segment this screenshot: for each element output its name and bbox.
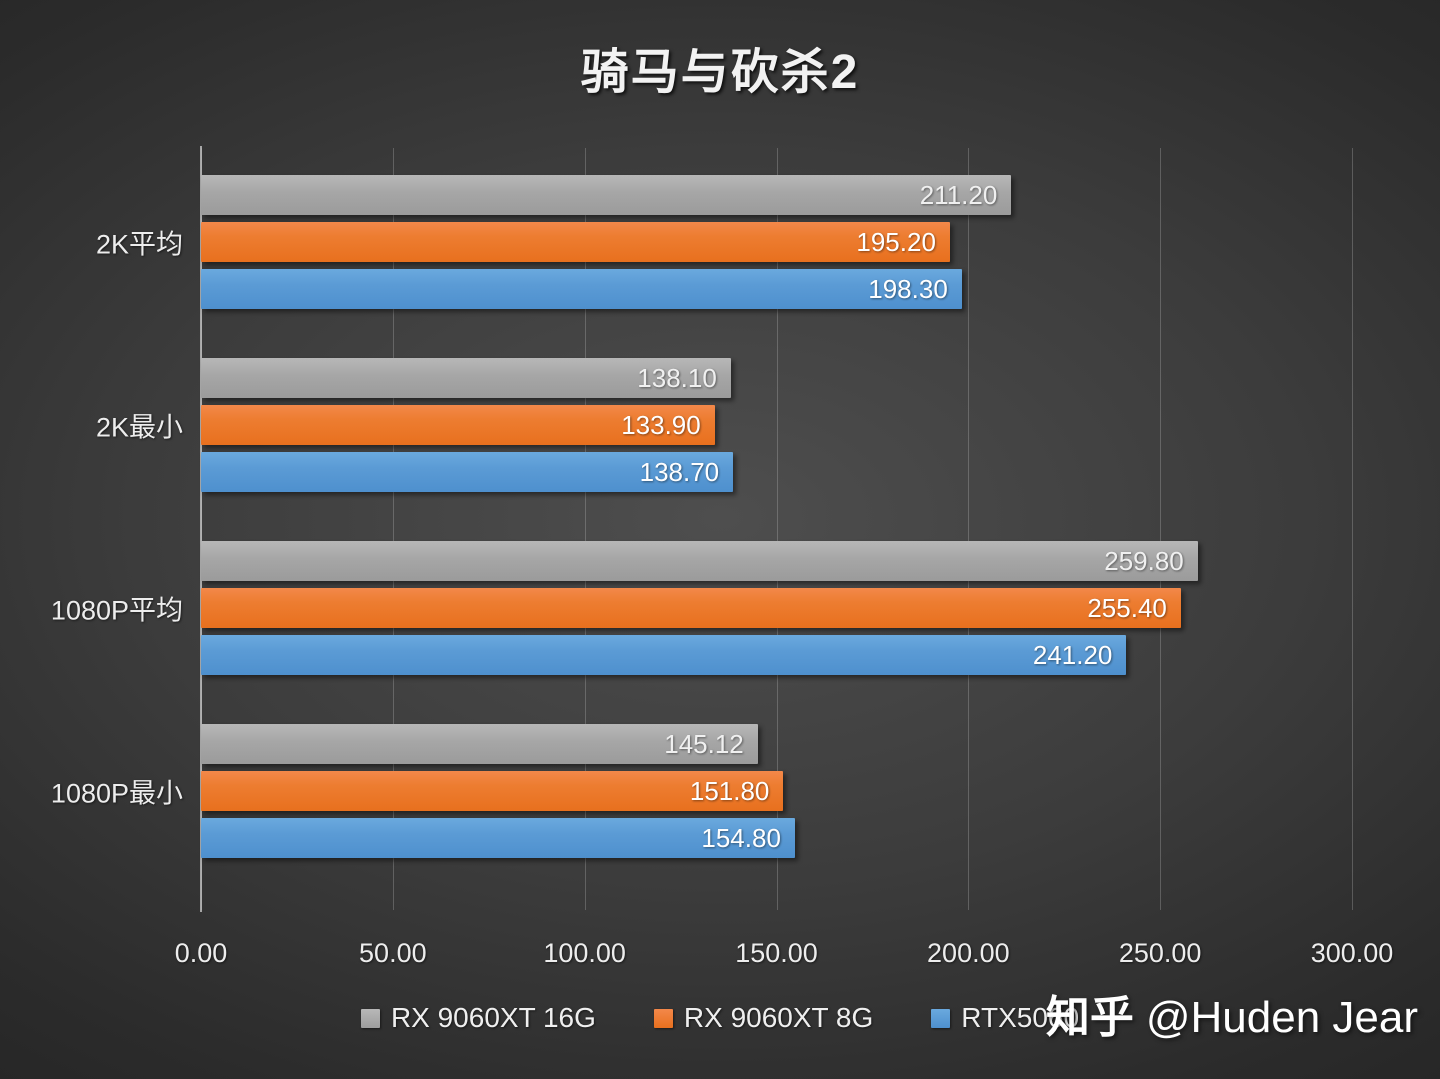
gridline [584,148,586,910]
bar-value-label: 154.80 [701,822,781,853]
bar-value-label: 145.12 [664,728,744,759]
gridline [1352,148,1353,910]
chart-legend: RX 9060XT 16G RX 9060XT 8G RTX5060 [0,1002,1440,1034]
bar: 198.30 [201,269,962,309]
plot-area [201,148,1353,910]
bar-value-label: 195.20 [856,226,936,257]
legend-item[interactable]: RTX5060 [931,1002,1079,1034]
category-label: 2K平均 [95,229,183,260]
x-axis-tick-label: 50.00 [359,938,427,968]
gridline [968,148,970,910]
bar-value-label: 133.90 [621,409,701,440]
legend-swatch-icon [360,1008,380,1028]
bar: 255.40 [201,588,1181,628]
bar: 241.20 [201,635,1127,675]
value-axis-line [200,146,202,912]
legend-item[interactable]: RX 9060XT 8G [653,1002,874,1034]
gridline [201,148,202,910]
bar-value-label: 241.20 [1032,639,1113,670]
legend-label: RX 9060XT 8G [683,1002,874,1033]
bar-value-label: 211.20 [919,179,998,210]
category-label: 1080P最小 [50,778,183,809]
legend-swatch-icon [931,1008,951,1028]
bar: 133.90 [201,405,715,445]
gridline [1160,148,1162,910]
legend-label: RTX5060 [961,1002,1080,1033]
bar: 151.80 [201,771,784,811]
legend-item[interactable]: RX 9060XT 16G [360,1002,596,1034]
bar-value-label: 151.80 [689,775,770,806]
bar: 154.80 [201,818,795,858]
bar: 259.80 [201,541,1198,581]
x-axis-tick-label: 300.00 [1310,938,1394,968]
x-axis-tick-label: 0.00 [174,938,228,968]
x-axis-tick-label: 250.00 [1118,938,1202,968]
bar-value-label: 198.30 [868,273,948,304]
gridline [392,148,394,910]
bar-value-label: 138.10 [637,362,717,393]
chart-title: 骑马与砍杀2 [580,46,860,99]
bar: 145.12 [201,724,758,764]
bar: 211.20 [201,175,1012,215]
x-axis-tick-label: 200.00 [927,938,1010,968]
category-label: 1080P平均 [50,595,183,626]
bar: 195.20 [201,222,950,262]
bar: 138.10 [201,358,731,398]
bar-value-label: 259.80 [1104,545,1184,576]
x-axis-tick-label: 100.00 [543,938,626,968]
legend-label: RX 9060XT 16G [390,1002,596,1033]
bar: 138.70 [201,452,734,492]
gridline [776,148,778,910]
x-axis-tick-label: 150.00 [735,938,818,968]
bar-value-label: 255.40 [1087,592,1167,623]
bar-value-label: 138.70 [639,456,720,487]
legend-swatch-icon [653,1008,673,1028]
category-label: 2K最小 [95,412,183,443]
